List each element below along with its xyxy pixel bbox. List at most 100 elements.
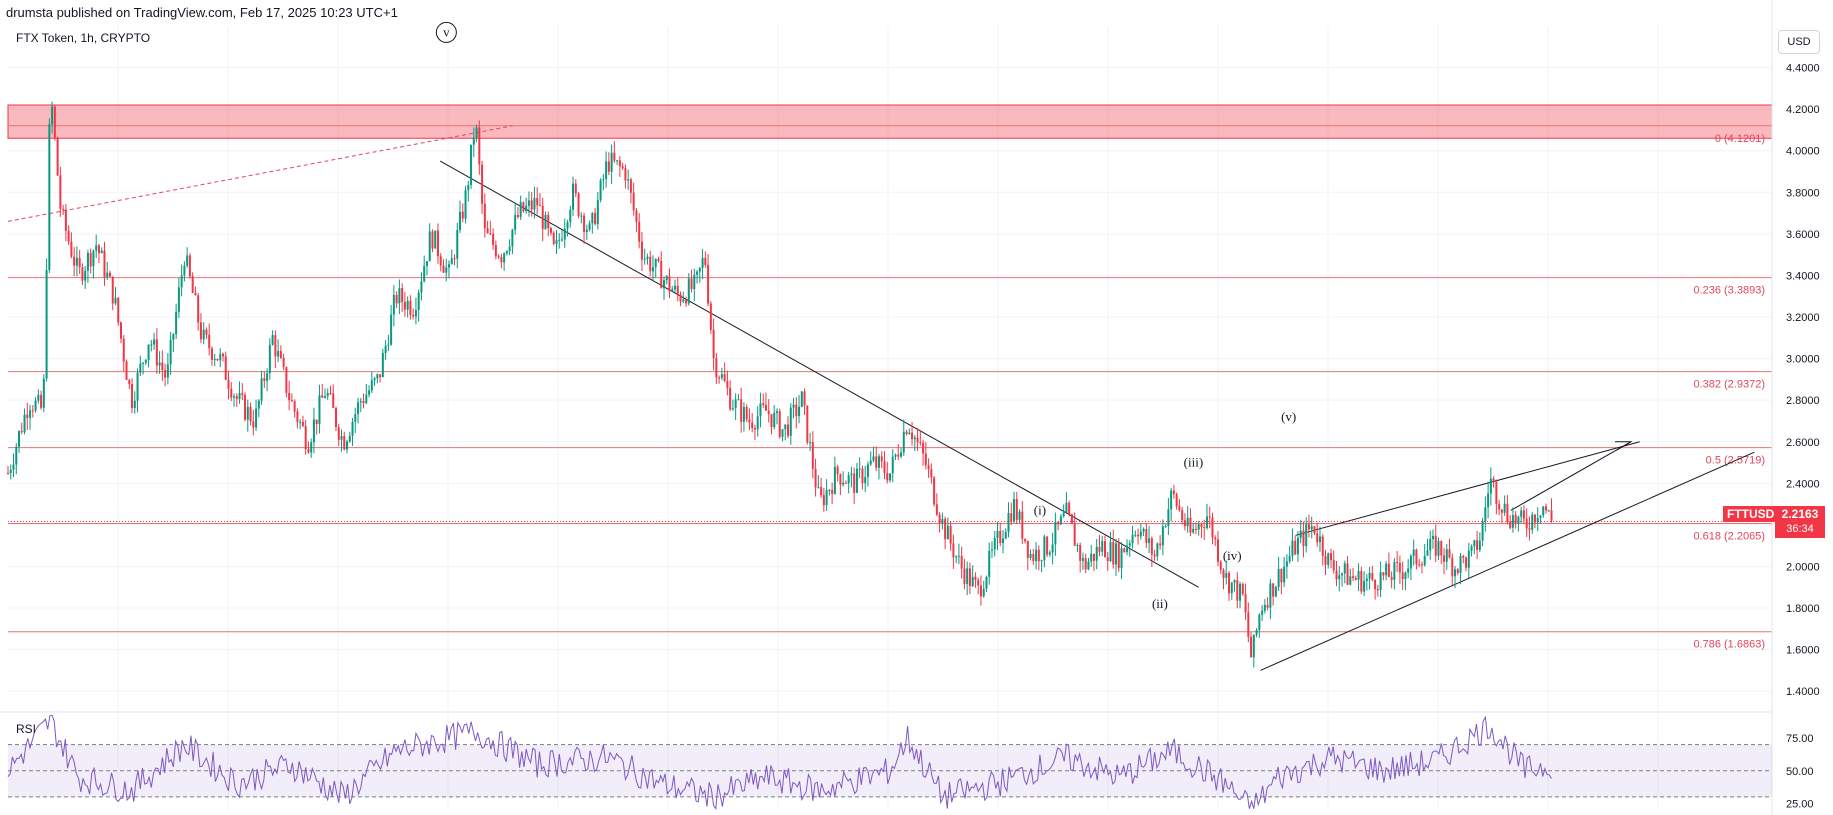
candle-body bbox=[1225, 572, 1228, 578]
candle-body bbox=[1084, 558, 1087, 570]
candle-body bbox=[773, 412, 776, 428]
candle-body bbox=[638, 221, 641, 242]
candle-body bbox=[230, 388, 233, 398]
candle-body bbox=[1167, 509, 1170, 527]
candle-body bbox=[9, 469, 12, 474]
candle-body bbox=[75, 257, 78, 266]
candle-body bbox=[89, 252, 92, 267]
candle-body bbox=[1112, 541, 1115, 565]
candle-body bbox=[64, 209, 67, 231]
candle-body bbox=[704, 257, 707, 265]
fib-level-label: 0 (4.1201) bbox=[1715, 133, 1765, 145]
candle-body bbox=[29, 410, 32, 418]
candle-body bbox=[789, 407, 792, 436]
candle-body bbox=[18, 431, 21, 447]
candle-body bbox=[1123, 548, 1126, 553]
candle-body bbox=[993, 537, 996, 550]
candle-body bbox=[762, 403, 765, 405]
candle-body bbox=[166, 364, 169, 378]
candle-body bbox=[734, 399, 737, 409]
candle-body bbox=[712, 329, 715, 359]
rsi-pane: 75.00 50.00 25.00 bbox=[0, 711, 1814, 810]
candle-body bbox=[1506, 503, 1509, 522]
candle-body bbox=[596, 200, 599, 225]
candle-body bbox=[475, 127, 478, 138]
candle-body bbox=[508, 246, 511, 252]
candle-body bbox=[290, 400, 293, 402]
price-tick-label: 2.6000 bbox=[1786, 437, 1820, 449]
candle-body bbox=[238, 393, 241, 400]
candle-body bbox=[963, 568, 966, 585]
candle-body bbox=[73, 256, 76, 266]
candle-body bbox=[1046, 536, 1049, 555]
candle-body bbox=[97, 245, 100, 254]
candle-body bbox=[1429, 538, 1432, 551]
candle-body bbox=[329, 393, 332, 395]
candle-body bbox=[696, 271, 699, 275]
candle-body bbox=[1437, 541, 1440, 556]
candle-body bbox=[1313, 526, 1316, 534]
candle-body bbox=[1156, 543, 1159, 557]
candle-body bbox=[1318, 536, 1321, 543]
candle-body bbox=[1062, 512, 1065, 517]
candle-body bbox=[67, 230, 70, 242]
candle-body bbox=[351, 421, 354, 436]
wave-label: (ii) bbox=[1152, 596, 1168, 611]
candle-body bbox=[1164, 526, 1167, 528]
candle-body bbox=[803, 391, 806, 406]
candle-body bbox=[1385, 563, 1388, 576]
candle-body bbox=[616, 160, 619, 162]
candle-body bbox=[1197, 524, 1200, 530]
candle-body bbox=[95, 245, 98, 251]
candle-body bbox=[34, 400, 37, 411]
candle-body bbox=[1134, 534, 1137, 536]
candle-body bbox=[420, 281, 423, 293]
candle-body bbox=[147, 344, 150, 360]
candle-body bbox=[117, 297, 120, 323]
candle-body bbox=[671, 289, 674, 292]
candle-body bbox=[632, 192, 635, 211]
symbol-legend[interactable]: FTX Token, 1h, CRYPTO bbox=[16, 31, 151, 45]
candle-body bbox=[111, 276, 114, 304]
candle-body bbox=[594, 212, 597, 225]
candle-body bbox=[1420, 564, 1423, 566]
candle-body bbox=[348, 435, 351, 442]
currency-button[interactable]: USD bbox=[1778, 30, 1820, 54]
candle-body bbox=[977, 579, 980, 586]
candle-body bbox=[362, 401, 365, 404]
candle-body bbox=[1106, 557, 1109, 561]
candle-body bbox=[1434, 535, 1437, 556]
candle-body bbox=[1081, 558, 1084, 561]
price-tick-label: 4.4000 bbox=[1786, 63, 1820, 75]
candle-body bbox=[1368, 573, 1371, 579]
candle-body bbox=[585, 229, 588, 232]
candle-body bbox=[902, 431, 905, 453]
candle-body bbox=[811, 442, 814, 469]
candle-body bbox=[1376, 589, 1379, 591]
candle-body bbox=[1272, 583, 1275, 597]
candle-body bbox=[1365, 578, 1368, 582]
candle-body bbox=[544, 214, 547, 230]
candle-body bbox=[1357, 571, 1360, 580]
candle-body bbox=[445, 267, 448, 273]
candle-body bbox=[687, 278, 690, 304]
candle-body bbox=[522, 202, 525, 212]
candle-body bbox=[1043, 536, 1046, 561]
candle-body bbox=[365, 394, 368, 404]
rsi-legend[interactable]: RSI bbox=[16, 722, 37, 736]
candle-body bbox=[277, 350, 280, 357]
candle-body bbox=[869, 460, 872, 465]
candle-body bbox=[442, 265, 445, 273]
candle-body bbox=[690, 278, 693, 290]
candle-body bbox=[357, 402, 360, 415]
candle-body bbox=[431, 231, 434, 249]
wave-label: (i) bbox=[1034, 503, 1046, 518]
candle-body bbox=[1448, 549, 1451, 558]
candle-body bbox=[955, 556, 958, 558]
candle-body bbox=[1390, 576, 1393, 580]
price-scale: 4.4000 4.2000 4.0000 3.8000 3.6000 3.4000 3.20… bbox=[1771, 0, 1820, 815]
candle-body bbox=[1192, 528, 1195, 533]
candle-body bbox=[1316, 533, 1319, 543]
candle-body bbox=[439, 256, 442, 266]
